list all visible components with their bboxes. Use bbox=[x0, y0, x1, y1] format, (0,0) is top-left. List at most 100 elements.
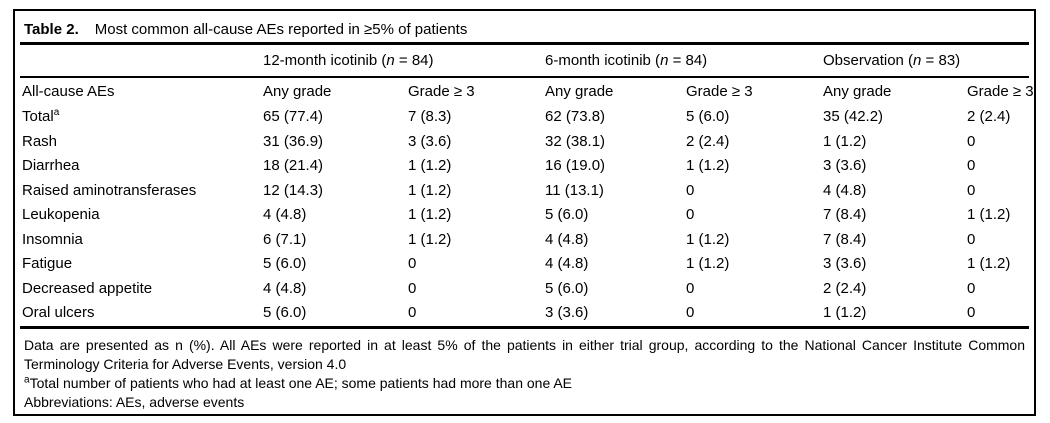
cell: 0 bbox=[967, 304, 976, 321]
cell: 1 (1.2) bbox=[686, 230, 730, 248]
group-label: Observation ( bbox=[823, 52, 914, 69]
footnote-abbreviations: Abbreviations: AEs, adverse events bbox=[24, 393, 245, 410]
cell: 3 (3.6) bbox=[823, 255, 867, 272]
cell: 2 (2.4) bbox=[686, 132, 730, 150]
footnote-total-text: Total number of patients who had at leas… bbox=[29, 374, 573, 391]
cell: 4 (4.8) bbox=[263, 279, 307, 297]
cell: 1 (1.2) bbox=[686, 255, 730, 272]
footnote-total: aTotal number of patients who had at lea… bbox=[24, 374, 1025, 393]
group-header-6-month-icotinib: 6-month icotinib (n = 84) bbox=[545, 52, 823, 69]
row-label: Rash bbox=[22, 132, 58, 150]
cell: 16 (19.0) bbox=[545, 157, 606, 174]
cell: 18 (21.4) bbox=[263, 157, 324, 174]
column-header-any-grade: Any grade bbox=[823, 83, 892, 100]
cell: 1 (1.2) bbox=[408, 181, 452, 199]
cell: 4 (4.8) bbox=[545, 255, 589, 272]
cell: 3 (3.6) bbox=[408, 132, 452, 150]
cell: 0 bbox=[967, 132, 976, 150]
table-row-insomnia: Insomnia 6 (7.1) 1 (1.2) 4 (4.8) 1 (1.2)… bbox=[15, 228, 1034, 253]
cell: 7 (8.4) bbox=[823, 230, 867, 248]
cell: 2 (2.4) bbox=[823, 279, 867, 297]
group-header-observation: Observation (n = 83) bbox=[823, 52, 1027, 69]
table-row-oral-ulcers: Oral ulcers 5 (6.0) 0 3 (3.6) 0 1 (1.2) … bbox=[15, 301, 1034, 326]
cell: 3 (3.6) bbox=[823, 157, 867, 174]
column-header-all-cause-aes: All-cause AEs bbox=[22, 83, 115, 100]
table-row-leukopenia: Leukopenia 4 (4.8) 1 (1.2) 5 (6.0) 0 7 (… bbox=[15, 203, 1034, 228]
cell: 0 bbox=[967, 181, 976, 199]
table-frame: Table 2. Most common all-cause AEs report… bbox=[13, 9, 1036, 416]
group-n: = 83) bbox=[921, 52, 961, 69]
cell: 62 (73.8) bbox=[545, 108, 606, 125]
cell: 1 (1.2) bbox=[823, 304, 867, 321]
row-label-text: Total bbox=[22, 108, 54, 125]
cell: 0 bbox=[967, 279, 976, 297]
row-label: Fatigue bbox=[22, 255, 73, 272]
table-footnotes: Data are presented as n (%). All AEs wer… bbox=[15, 329, 1034, 412]
cell: 1 (1.2) bbox=[408, 230, 452, 248]
table-number: Table 2. bbox=[24, 21, 79, 38]
footnote-marker: a bbox=[24, 373, 30, 385]
cell: 1 (1.2) bbox=[408, 157, 452, 174]
cell: 5 (6.0) bbox=[545, 279, 589, 297]
row-label: Oral ulcers bbox=[22, 304, 95, 321]
table-row-total: Totala 65 (77.4) 7 (8.3) 62 (73.8) 5 (6.… bbox=[15, 105, 1034, 130]
row-label: Leukopenia bbox=[22, 206, 100, 223]
footnote-data-presentation: Data are presented as n (%). All AEs wer… bbox=[24, 336, 1025, 372]
group-label: 12-month icotinib ( bbox=[263, 52, 387, 69]
rule-under-title bbox=[20, 42, 1029, 45]
cell: 0 bbox=[408, 304, 417, 321]
group-n: = 84) bbox=[668, 52, 708, 69]
cell: 1 (1.2) bbox=[967, 255, 1011, 272]
group-header-row: 12-month icotinib (n = 84) 6-month icoti… bbox=[15, 45, 1034, 76]
cell: 3 (3.6) bbox=[545, 304, 589, 321]
n-symbol: n bbox=[660, 52, 669, 69]
row-label: Diarrhea bbox=[22, 157, 80, 174]
row-label: Totala bbox=[22, 105, 263, 130]
cell: 0 bbox=[408, 279, 417, 297]
column-header-row: All-cause AEs Any grade Grade ≥ 3 Any gr… bbox=[15, 78, 1034, 105]
column-header-any-grade: Any grade bbox=[263, 83, 332, 100]
cell: 1 (1.2) bbox=[967, 206, 1011, 223]
cell: 5 (6.0) bbox=[263, 255, 307, 272]
cell: 7 (8.3) bbox=[408, 108, 452, 125]
cell: 0 bbox=[967, 157, 976, 174]
cell: 1 (1.2) bbox=[686, 157, 730, 174]
cell: 1 (1.2) bbox=[408, 206, 452, 223]
cell: 32 (38.1) bbox=[545, 132, 606, 150]
cell: 2 (2.4) bbox=[967, 108, 1011, 125]
row-label: Decreased appetite bbox=[22, 279, 153, 297]
cell: 0 bbox=[408, 255, 417, 272]
row-label: Raised aminotransferases bbox=[22, 181, 197, 199]
table-row-fatigue: Fatigue 5 (6.0) 0 4 (4.8) 1 (1.2) 3 (3.6… bbox=[15, 252, 1034, 277]
column-header-grade-ge-3: Grade ≥ 3 bbox=[408, 83, 475, 100]
group-label: 6-month icotinib ( bbox=[545, 52, 661, 69]
cell: 4 (4.8) bbox=[823, 181, 867, 199]
cell: 12 (14.3) bbox=[263, 181, 324, 199]
cell: 4 (4.8) bbox=[545, 230, 589, 248]
table-row-decreased-appetite: Decreased appetite 4 (4.8) 0 5 (6.0) 0 2… bbox=[15, 277, 1034, 302]
group-header-12-month-icotinib: 12-month icotinib (n = 84) bbox=[263, 52, 545, 69]
group-n: = 84) bbox=[394, 52, 434, 69]
rule-under-group-headers bbox=[20, 76, 1029, 78]
cell: 1 (1.2) bbox=[823, 132, 867, 150]
cell: 5 (6.0) bbox=[545, 206, 589, 223]
column-header-grade-ge-3: Grade ≥ 3 bbox=[686, 83, 753, 100]
footnote-marker: a bbox=[53, 107, 60, 118]
cell: 0 bbox=[686, 181, 695, 199]
row-label: Insomnia bbox=[22, 230, 83, 248]
cell: 31 (36.9) bbox=[263, 132, 324, 150]
table-row-diarrhea: Diarrhea 18 (21.4) 1 (1.2) 16 (19.0) 1 (… bbox=[15, 154, 1034, 179]
cell: 0 bbox=[686, 279, 695, 297]
table-title: Table 2. Most common all-cause AEs report… bbox=[15, 11, 1034, 42]
n-symbol: n bbox=[386, 52, 395, 69]
cell: 35 (42.2) bbox=[823, 108, 884, 125]
cell: 0 bbox=[967, 230, 976, 248]
cell: 7 (8.4) bbox=[823, 206, 867, 223]
column-header-any-grade: Any grade bbox=[545, 83, 614, 100]
cell: 0 bbox=[686, 304, 695, 321]
cell: 11 (13.1) bbox=[545, 181, 604, 199]
cell: 6 (7.1) bbox=[263, 230, 307, 248]
cell: 65 (77.4) bbox=[263, 108, 324, 125]
table-row-raised-aminotransferases: Raised aminotransferases 12 (14.3) 1 (1.… bbox=[15, 179, 1034, 204]
